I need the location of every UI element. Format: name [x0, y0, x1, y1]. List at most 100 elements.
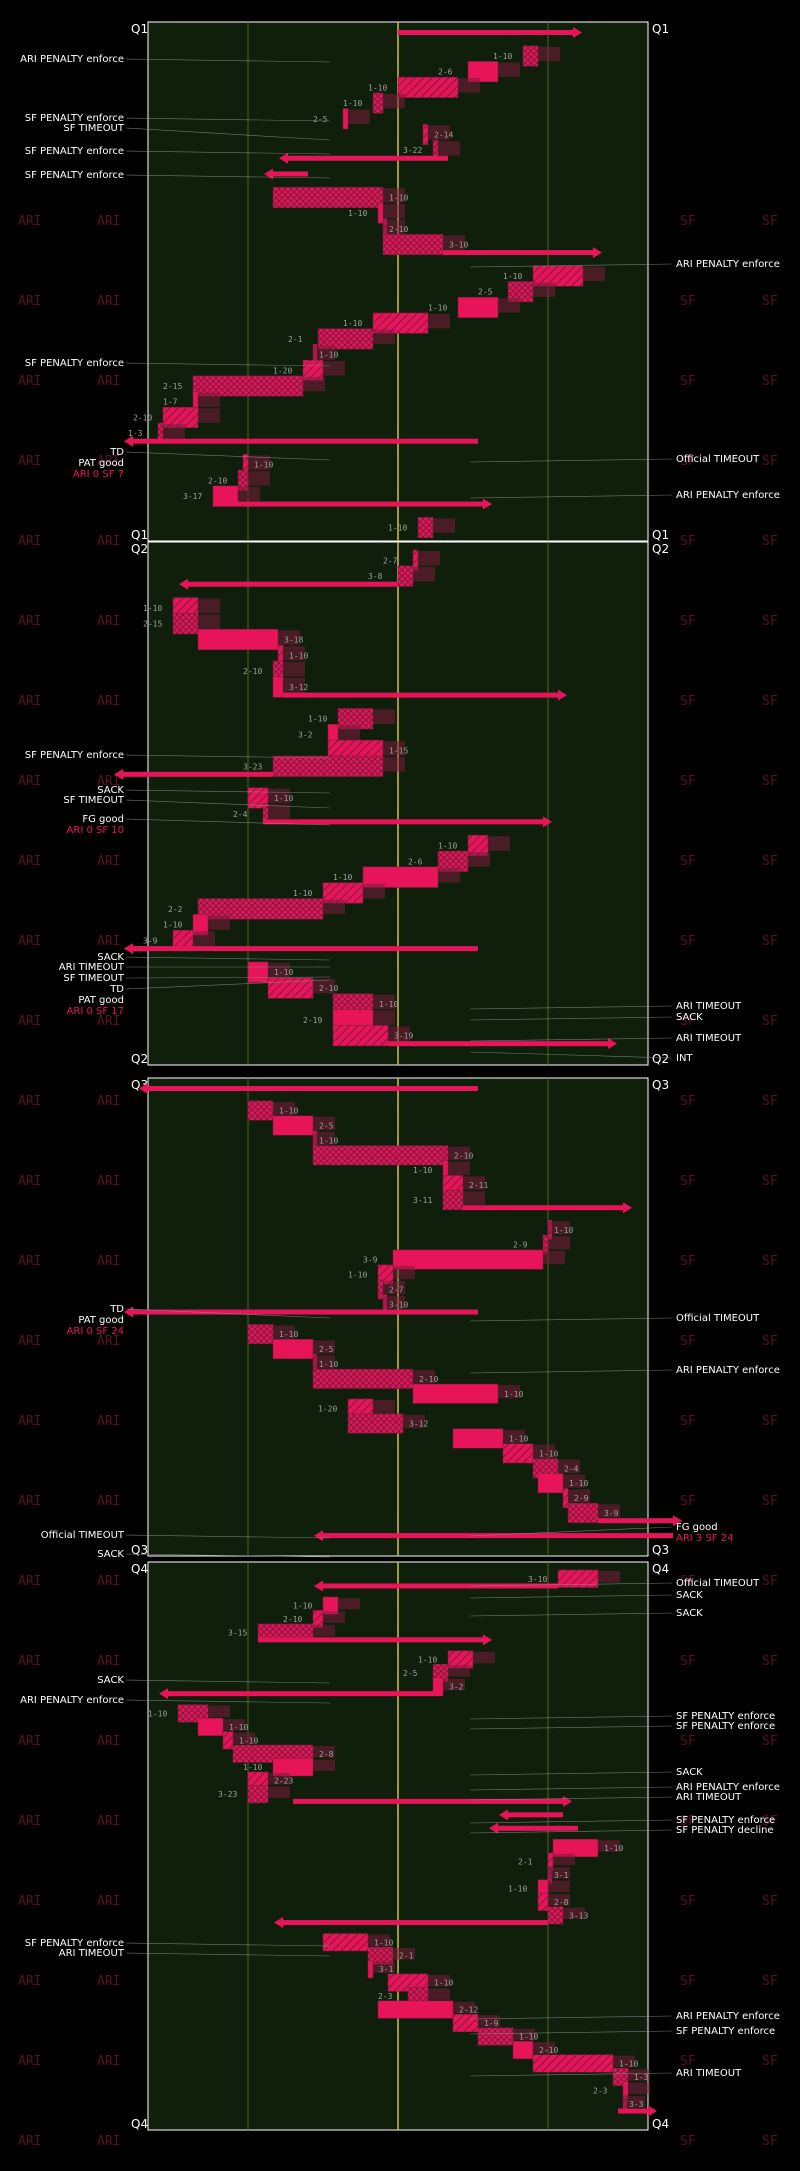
play-gain-fade	[598, 1504, 620, 1518]
event-annotation: SF PENALTY enforce	[25, 1938, 124, 1949]
drive-line	[133, 1309, 478, 1315]
play-down-label: 1-10	[379, 1000, 398, 1009]
play-down-label: 1-10	[163, 921, 182, 930]
event-annotation: Official TIMEOUT	[676, 454, 760, 465]
play-down-label: 2-10	[389, 225, 408, 234]
quarter-label-q4: Q4	[131, 2117, 148, 2131]
annotation-leader-line	[125, 976, 331, 979]
event-annotation: ARI PENALTY enforce	[20, 1695, 124, 1706]
watermark-right-team: SF	[762, 1814, 778, 1829]
play-down-label: 3-9	[363, 1256, 378, 1265]
watermark-left-team: ARI	[97, 614, 120, 629]
play-down-label: 1-10	[289, 651, 308, 660]
drive-arrowhead	[483, 498, 492, 510]
play-down-label: 1-10	[148, 1709, 167, 1718]
watermark-right-team: SF	[762, 1094, 778, 1109]
event-annotation: SACK	[97, 785, 124, 796]
annotation-leader-line	[469, 1369, 673, 1374]
play-down-label: 2-2	[168, 905, 183, 914]
play-gain-fade	[563, 1474, 585, 1488]
event-annotation: ARI TIMEOUT	[676, 1033, 742, 1044]
event-annotation: SF PENALTY enforce	[676, 2026, 775, 2037]
play-gain-fade	[373, 329, 395, 345]
drive-arrowhead	[483, 1634, 492, 1646]
play-gain-fade	[273, 1101, 295, 1116]
watermark-left-team: ARI	[18, 1814, 41, 1829]
drive-arrowhead	[159, 1688, 168, 1700]
play-down-label: 2-8	[554, 1898, 569, 1907]
play-gain-fade	[393, 1265, 415, 1280]
play-bar	[247, 961, 269, 983]
play-down-label: 1-10	[619, 2059, 638, 2068]
play-bar	[412, 1383, 499, 1404]
watermark-right-team: SF	[680, 1414, 696, 1429]
watermark-right-team: SF	[762, 1734, 778, 1749]
play-gain-fade	[368, 1934, 390, 1947]
event-annotation: FG good	[676, 1522, 718, 1533]
annotation-leader-line	[469, 263, 673, 268]
play-gain-fade	[198, 408, 220, 423]
watermark-left-team: ARI	[97, 294, 120, 309]
drive-line	[123, 771, 273, 777]
watermark-right-team: SF	[762, 374, 778, 389]
play-down-label: 3-23	[218, 1790, 237, 1799]
play-gain-fade	[268, 1786, 290, 1798]
event-annotation: SF PENALTY enforce	[25, 170, 124, 181]
play-gain-fade	[548, 1894, 570, 1906]
play-gain-fade	[383, 1295, 405, 1310]
event-annotation: ARI PENALTY enforce	[676, 2011, 780, 2022]
drive-arrowhead	[179, 578, 188, 590]
watermark-left-team: ARI	[18, 1654, 41, 1669]
play-gain-fade	[428, 313, 450, 329]
play-down-label: 1-10	[343, 99, 362, 108]
drive-line	[148, 1086, 478, 1091]
play-down-label: 3-15	[228, 1629, 247, 1638]
watermark-left-team: ARI	[97, 1334, 120, 1349]
annotation-leader-line	[469, 494, 673, 499]
play-down-label: 2-15	[143, 620, 162, 629]
watermark-left-team: ARI	[97, 1894, 120, 1909]
play-gain-fade	[538, 46, 560, 62]
play-gain-fade	[373, 1010, 395, 1026]
event-annotation: ARI PENALTY enforce	[676, 1782, 780, 1793]
annotation-leader-line	[469, 1016, 673, 1021]
quarter-label-q3: Q3	[131, 1543, 148, 1557]
play-bar	[537, 1892, 549, 1911]
play-down-label: 1-10	[374, 1938, 393, 1947]
play-down-label: 2-10	[539, 2046, 558, 2055]
event-annotation: ARI TIMEOUT	[59, 1948, 125, 1959]
play-gain-fade	[463, 1176, 485, 1190]
play-bar	[547, 1906, 564, 1925]
play-bar	[562, 1488, 569, 1509]
annotation-leader-line	[469, 1715, 673, 1720]
play-down-label: 1-10	[569, 1479, 588, 1488]
watermark-left-team: ARI	[18, 214, 41, 229]
watermark-left-team: ARI	[18, 854, 41, 869]
play-gain-fade	[548, 1880, 570, 1893]
watermark-right-team: SF	[762, 1414, 778, 1429]
play-gain-fade	[373, 1961, 395, 1973]
play-gain-fade	[193, 931, 215, 946]
drive-line	[618, 2108, 648, 2114]
play-gain-fade	[383, 1280, 405, 1295]
watermark-left-team: ARI	[18, 1574, 41, 1589]
play-gain-fade	[433, 518, 455, 533]
watermark-left-team: ARI	[97, 1814, 120, 1829]
watermark-left-team: ARI	[97, 1734, 120, 1749]
play-gain-fade	[468, 852, 490, 867]
play-gain-fade	[428, 1988, 450, 2000]
drive-arrowhead	[499, 1809, 508, 1821]
watermark-right-team: SF	[680, 934, 696, 949]
watermark-right-team: SF	[680, 2054, 696, 2069]
play-bar	[377, 202, 384, 224]
annotation-leader-line	[125, 150, 331, 155]
play-down-label: 2-10	[419, 1375, 438, 1384]
drive-line	[288, 155, 448, 161]
play-down-label: 1-10	[348, 209, 367, 218]
play-bar	[502, 1443, 534, 1464]
watermark-right-team: SF	[680, 1734, 696, 1749]
play-gain-fade	[323, 899, 345, 915]
play-down-label: 2-10	[319, 984, 338, 993]
watermark-left-team: ARI	[97, 1654, 120, 1669]
